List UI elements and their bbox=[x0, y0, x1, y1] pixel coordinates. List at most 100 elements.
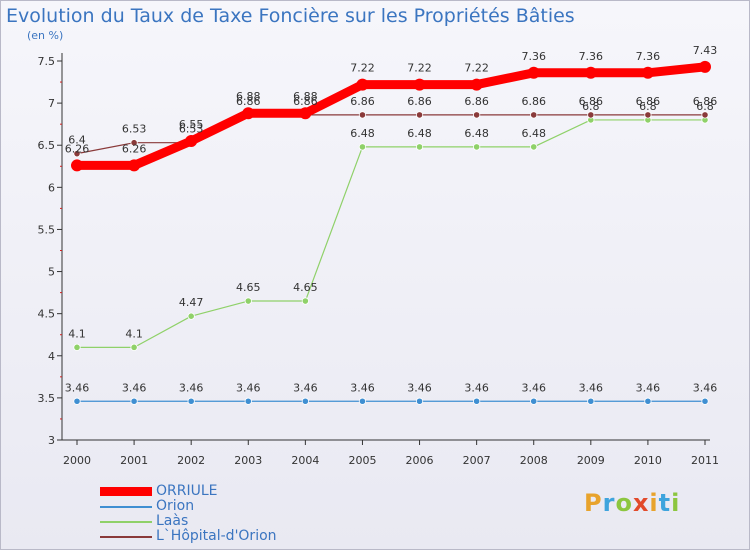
data-label-0: 7.22 bbox=[464, 62, 489, 75]
y-unit-label: (en %) bbox=[27, 29, 64, 42]
data-label-0: 7.36 bbox=[636, 50, 661, 63]
logo-letter: r bbox=[602, 489, 616, 517]
series-point-0 bbox=[527, 66, 540, 79]
series-point-0 bbox=[128, 159, 141, 172]
series-point-0 bbox=[242, 107, 255, 120]
series-point-1 bbox=[244, 397, 252, 405]
series-point-3 bbox=[644, 111, 652, 119]
legend-label: Orion bbox=[156, 498, 195, 514]
data-label-2: 6.8 bbox=[639, 100, 657, 113]
logo-letter: P bbox=[584, 489, 603, 517]
data-label-3: 6.86 bbox=[350, 95, 375, 108]
series-point-0 bbox=[299, 107, 312, 120]
legend-swatch bbox=[100, 520, 152, 523]
series-point-2 bbox=[187, 312, 195, 320]
legend-item: L`Hôpital-d'Orion bbox=[100, 529, 277, 544]
data-label-3: 6.86 bbox=[579, 95, 604, 108]
logo-letter: t bbox=[658, 489, 672, 517]
x-tick-label: 2010 bbox=[634, 454, 662, 467]
data-label-1: 3.46 bbox=[122, 381, 147, 394]
x-tick-label: 2003 bbox=[234, 454, 262, 467]
series-point-2 bbox=[358, 143, 367, 151]
y-tick-label: 7.5 bbox=[38, 55, 56, 68]
data-label-3: 6.86 bbox=[464, 95, 489, 108]
legend-item: ORRIULE bbox=[100, 484, 277, 499]
series-point-2 bbox=[244, 297, 252, 305]
x-tick-label: 2005 bbox=[348, 454, 376, 467]
data-label-2: 4.65 bbox=[236, 281, 261, 294]
series-point-0 bbox=[71, 159, 83, 172]
series-point-0 bbox=[641, 66, 654, 79]
series-point-3 bbox=[73, 150, 81, 158]
series-point-1 bbox=[358, 397, 367, 405]
series-point-2 bbox=[530, 143, 538, 151]
series-point-3 bbox=[415, 111, 424, 119]
data-label-0: 7.22 bbox=[407, 62, 432, 75]
data-label-1: 3.46 bbox=[464, 381, 489, 394]
data-label-1: 3.46 bbox=[636, 381, 661, 394]
series-point-3 bbox=[587, 111, 595, 119]
y-tick-label: 5 bbox=[48, 266, 55, 279]
data-label-0: 7.43 bbox=[693, 44, 718, 57]
series-point-1 bbox=[130, 397, 138, 405]
legend-swatch bbox=[100, 535, 152, 538]
x-tick-label: 2006 bbox=[406, 454, 434, 467]
y-tick-label: 3.5 bbox=[38, 392, 56, 405]
series-point-0 bbox=[699, 60, 711, 73]
data-label-3: 6.86 bbox=[521, 95, 546, 108]
legend: ORRIULE Orion Laàs L`Hôpital-d'Orion bbox=[100, 484, 277, 544]
x-tick-label: 2009 bbox=[577, 454, 605, 467]
legend-item: Laàs bbox=[100, 514, 277, 529]
series-point-1 bbox=[73, 397, 81, 405]
y-tick-label: 6.5 bbox=[38, 139, 56, 152]
y-tick-label: 4 bbox=[48, 350, 55, 363]
chart-title: Evolution du Taux de Taxe Foncière sur l… bbox=[6, 5, 575, 27]
data-label-0: 6.26 bbox=[65, 142, 90, 155]
data-label-0: 7.22 bbox=[350, 62, 375, 75]
series-point-2 bbox=[301, 297, 309, 305]
data-label-2: 4.47 bbox=[179, 296, 204, 309]
logo-letter: x bbox=[632, 489, 650, 517]
data-label-3: 6.53 bbox=[179, 123, 204, 136]
x-tick-label: 2001 bbox=[120, 454, 148, 467]
series-point-3 bbox=[701, 111, 709, 119]
series-point-1 bbox=[473, 397, 481, 405]
series-point-1 bbox=[301, 397, 309, 405]
legend-swatch bbox=[100, 487, 152, 496]
x-tick-label: 2000 bbox=[63, 454, 91, 467]
data-label-0: 6.55 bbox=[179, 118, 204, 131]
data-label-1: 3.46 bbox=[293, 381, 318, 394]
data-label-1: 3.46 bbox=[350, 381, 375, 394]
series-point-0 bbox=[356, 78, 369, 91]
data-label-2: 6.48 bbox=[521, 127, 546, 140]
data-label-1: 3.46 bbox=[236, 381, 261, 394]
series-point-3 bbox=[358, 111, 367, 119]
data-label-1: 3.46 bbox=[65, 381, 90, 394]
legend-label: L`Hôpital-d'Orion bbox=[156, 528, 277, 544]
data-label-2: 6.48 bbox=[407, 127, 432, 140]
data-label-3: 6.86 bbox=[407, 95, 432, 108]
data-label-0: 7.36 bbox=[521, 50, 546, 63]
data-label-0: 7.36 bbox=[579, 50, 604, 63]
y-tick-label: 5.5 bbox=[38, 223, 56, 236]
y-tick-label: 7 bbox=[48, 97, 55, 110]
x-tick-label: 2008 bbox=[520, 454, 548, 467]
series-point-0 bbox=[470, 78, 483, 91]
series-point-0 bbox=[185, 135, 198, 148]
series-line-2 bbox=[76, 119, 706, 348]
proxiti-logo: Proxiti bbox=[584, 489, 680, 517]
series-point-2 bbox=[415, 143, 424, 151]
series-line-0 bbox=[72, 62, 710, 170]
series-point-3 bbox=[130, 139, 138, 147]
data-label-1: 3.46 bbox=[407, 381, 432, 394]
series-point-1 bbox=[701, 397, 709, 405]
data-label-0: 6.88 bbox=[236, 90, 261, 103]
data-label-1: 3.46 bbox=[693, 381, 718, 394]
x-tick-label: 2002 bbox=[177, 454, 205, 467]
series-point-1 bbox=[644, 397, 652, 405]
series-point-1 bbox=[187, 397, 195, 405]
data-label-3: 6.4 bbox=[68, 134, 86, 147]
data-label-2: 6.8 bbox=[696, 100, 714, 113]
